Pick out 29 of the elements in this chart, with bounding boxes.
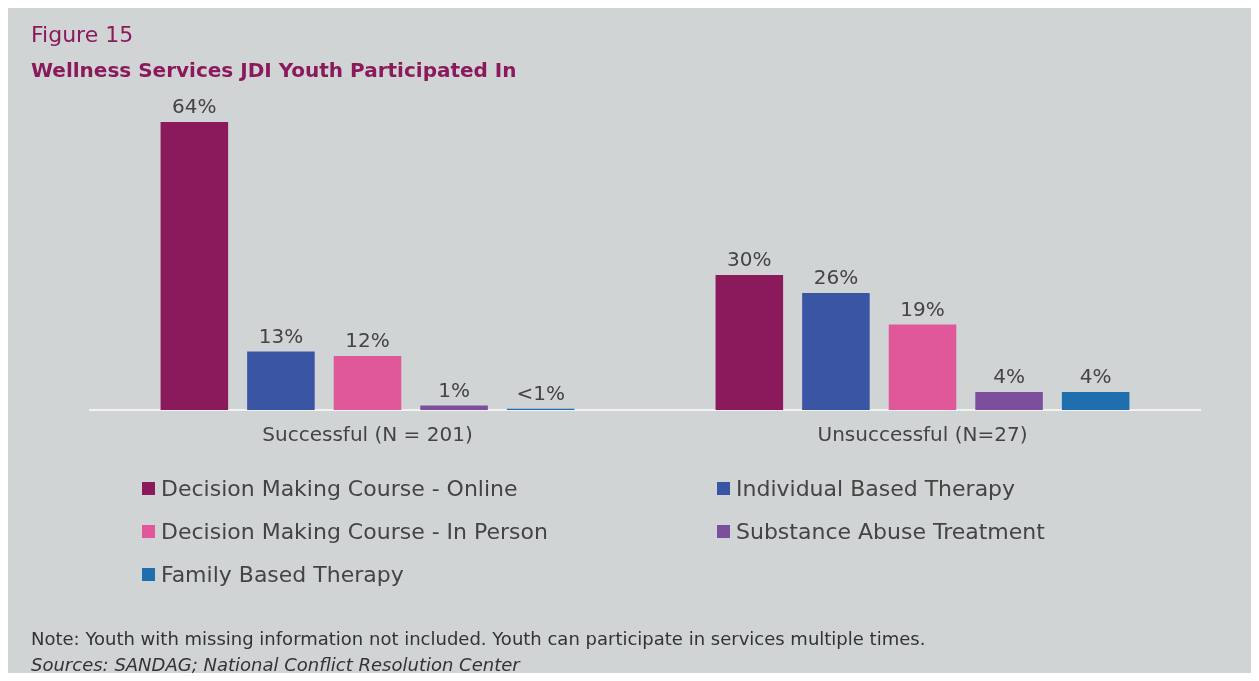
bar [160,122,229,410]
data-label: 4% [993,364,1025,389]
data-label: 12% [345,328,390,353]
data-label: 1% [438,377,470,402]
chart-title: Figure 15 [31,22,134,47]
data-label: 30% [727,247,772,272]
legend-label: Family Based Therapy [161,562,404,587]
bar [247,351,315,410]
bar [802,293,870,410]
x-tick-label: Successful (N = 201) [262,422,473,447]
legend-label: Individual Based Therapy [736,476,1016,501]
source-note: Sources: SANDAG; National Conflict Resolution Center [31,653,522,675]
data-label: 26% [813,265,859,290]
bar [715,275,784,410]
text: Note: Youth with missing information not included. Youth can participate in services multiple times. [31,627,926,651]
chart-subtitle: Wellness Services JDI Youth Participated In [31,58,517,82]
x-tick-label: Unsuccessful (N=27) [817,422,1028,447]
data-label: 64% [172,94,217,119]
bar [888,324,957,410]
data-label: 13% [258,323,304,348]
data-label: 4% [1079,364,1112,389]
data-label: 19% [900,296,945,321]
legend-label: Substance Abuse Treatment [736,519,1045,544]
data-label: <1% [516,380,565,405]
bar [333,356,402,410]
legend-label: Decision Making Course - In Person [161,519,548,544]
bar [975,392,1043,410]
legend-label: Decision Making Course - Online [161,476,518,501]
bar [1061,392,1130,410]
